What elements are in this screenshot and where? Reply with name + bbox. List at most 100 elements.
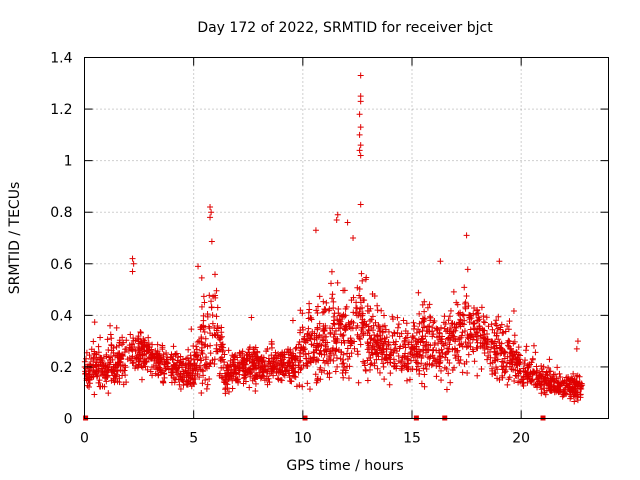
data-point	[276, 369, 283, 376]
data-point	[390, 356, 397, 363]
data-point	[359, 316, 366, 323]
data-point	[322, 346, 329, 353]
data-point	[405, 353, 412, 360]
data-point	[473, 328, 480, 335]
data-point	[329, 295, 336, 302]
data-point	[403, 334, 410, 341]
data-point	[460, 321, 467, 328]
data-point	[252, 387, 259, 394]
data-point	[394, 314, 401, 321]
data-point	[120, 381, 127, 388]
grid	[84, 57, 609, 419]
data-point	[268, 341, 275, 348]
data-point	[383, 351, 390, 358]
data-point	[542, 371, 549, 378]
data-point	[214, 332, 221, 339]
data-point	[296, 338, 303, 345]
data-point	[137, 328, 144, 335]
data-point	[381, 322, 388, 329]
data-point	[421, 342, 428, 349]
data-point	[355, 379, 362, 386]
data-point	[380, 340, 387, 347]
data-point	[460, 312, 467, 319]
data-point	[193, 346, 200, 353]
data-point	[185, 346, 192, 353]
data-point	[108, 335, 115, 342]
data-point	[86, 384, 93, 391]
data-point	[424, 324, 431, 331]
data-point	[206, 376, 213, 383]
data-point	[149, 341, 156, 348]
data-point	[111, 368, 118, 375]
data-point	[357, 142, 364, 149]
data-point	[357, 305, 364, 312]
data-point	[140, 358, 147, 365]
data-point	[319, 309, 326, 316]
data-point	[513, 372, 520, 379]
data-point	[197, 354, 204, 361]
data-point	[413, 366, 420, 373]
data-point	[376, 345, 383, 352]
data-point	[225, 369, 232, 376]
data-point	[242, 364, 249, 371]
data-point	[173, 366, 180, 373]
data-point	[565, 373, 572, 380]
data-point	[96, 377, 103, 384]
data-point	[554, 379, 561, 386]
data-point	[209, 320, 216, 327]
data-point	[308, 341, 315, 348]
data-point	[357, 201, 364, 208]
data-point	[297, 366, 304, 373]
data-point	[452, 327, 459, 334]
data-point	[480, 313, 487, 320]
data-point	[504, 360, 511, 366]
data-point	[437, 359, 444, 366]
data-point	[530, 342, 537, 349]
data-point	[440, 342, 447, 349]
data-point	[552, 371, 559, 378]
data-point	[449, 320, 456, 327]
x-tick-label: 20	[512, 431, 530, 447]
data-point	[512, 354, 519, 361]
data-point	[225, 366, 232, 373]
data-point	[170, 368, 177, 375]
data-point	[132, 337, 139, 344]
data-point	[152, 370, 159, 377]
data-point	[551, 384, 558, 391]
data-point	[187, 352, 194, 359]
data-point	[162, 365, 169, 372]
data-point	[304, 337, 311, 344]
data-point	[296, 358, 303, 365]
data-point	[337, 355, 344, 362]
data-point	[207, 342, 214, 349]
data-point	[314, 324, 321, 331]
data-point	[218, 354, 225, 361]
data-point	[306, 386, 313, 393]
data-point	[305, 325, 312, 332]
data-point	[327, 329, 334, 336]
data-point	[566, 386, 573, 393]
data-point	[373, 356, 380, 363]
data-points	[81, 72, 586, 421]
data-point	[213, 341, 220, 348]
data-point	[329, 325, 336, 332]
data-point	[105, 346, 112, 353]
data-point	[355, 312, 362, 319]
data-point	[257, 364, 264, 371]
data-point	[529, 355, 536, 362]
data-point	[480, 327, 487, 334]
data-point	[488, 321, 495, 328]
data-point	[445, 334, 452, 341]
data-point	[497, 324, 504, 331]
data-point	[470, 304, 477, 311]
data-point	[522, 368, 529, 375]
data-point	[398, 330, 405, 337]
data-point	[512, 367, 519, 374]
data-point	[292, 355, 299, 362]
data-point	[438, 324, 445, 331]
data-point	[370, 327, 377, 334]
data-point	[455, 336, 462, 343]
data-point	[129, 255, 136, 262]
data-point	[421, 316, 428, 323]
y-tick-label: 1.4	[50, 51, 72, 67]
